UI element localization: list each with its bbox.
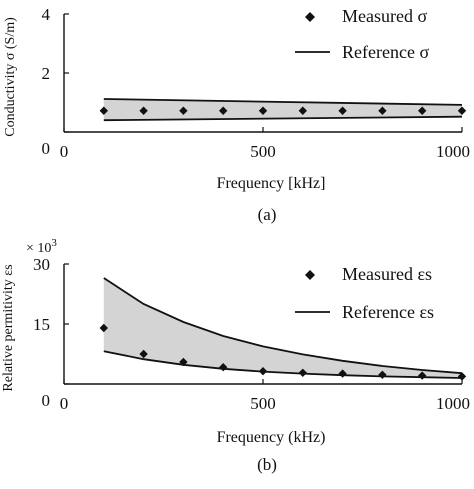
legend-measured-symbol: εs: [417, 264, 432, 284]
x-tick-label: 0: [60, 394, 69, 413]
legend-measured-marker: [305, 270, 315, 280]
legend-measured-label: Measured εs: [342, 264, 432, 284]
legend-reference-label: Reference εs: [342, 302, 434, 322]
y-tick-label: 0: [42, 391, 51, 410]
chart-panel-a: 0 500 1000 0 2 4 Frequency [kHz] Conductivity σ…: [3, 5, 470, 224]
measured-point: [179, 106, 188, 115]
reference-band-area: [103, 278, 463, 378]
x-tick-label: 0: [60, 142, 69, 161]
x-tick-label: 1000: [436, 142, 470, 161]
legend-measured-symbol: σ: [417, 6, 427, 26]
measured-point: [219, 106, 228, 115]
legend-measured-label: Measured σ: [342, 6, 427, 26]
measured-point: [219, 363, 228, 372]
reference-lower-line: [103, 350, 463, 379]
y-tick-label: 15: [33, 315, 50, 334]
measured-point: [298, 106, 307, 115]
measured-point: [378, 106, 387, 115]
measured-point: [99, 323, 108, 333]
measured-point: [418, 371, 427, 380]
measured-point: [457, 372, 467, 381]
measured-point: [139, 106, 148, 115]
legend-reference-label: Reference σ: [342, 42, 429, 62]
measured-point: [179, 357, 188, 367]
axis-multiplier-exponent: 3: [51, 237, 57, 249]
x-axis-label: Frequency (kHz): [217, 429, 326, 446]
y-tick-label: 4: [42, 5, 51, 24]
x-tick-label: 1000: [436, 394, 470, 413]
measured-point: [338, 106, 347, 115]
legend-reference-symbol: εs: [419, 302, 434, 322]
legend-measured-marker: [305, 12, 315, 22]
measured-point: [338, 369, 347, 378]
measured-point: [378, 370, 387, 379]
reference-upper-line: [103, 277, 463, 375]
reference-lower-line: [103, 115, 463, 122]
x-tick-label: 500: [250, 394, 276, 413]
measured-point: [418, 106, 427, 115]
panel-caption: (a): [258, 205, 277, 224]
y-axis-label: Conductivity σ (S/m): [3, 17, 18, 137]
measured-point: [298, 368, 307, 377]
x-tick-label: 500: [250, 142, 276, 161]
chart-panel-b: 0 500 1000 0 15 30 Frequency (kHz) Relative per…: [1, 237, 470, 474]
axis-multiplier: × 103: [26, 237, 57, 256]
y-axis-label: Relative permitivity εs: [1, 264, 16, 391]
measured-point: [258, 367, 268, 376]
measured-point: [99, 106, 108, 115]
panel-caption: (b): [257, 455, 277, 474]
measured-point: [139, 349, 148, 359]
x-axis-label: Frequency [kHz]: [217, 175, 326, 192]
y-tick-label: 0: [42, 139, 51, 158]
measured-point: [258, 106, 268, 115]
y-tick-label: 30: [33, 255, 50, 274]
measured-point: [457, 106, 467, 115]
reference-upper-line: [103, 98, 463, 106]
legend-reference-symbol: σ: [419, 42, 429, 62]
y-tick-label: 2: [42, 64, 51, 83]
